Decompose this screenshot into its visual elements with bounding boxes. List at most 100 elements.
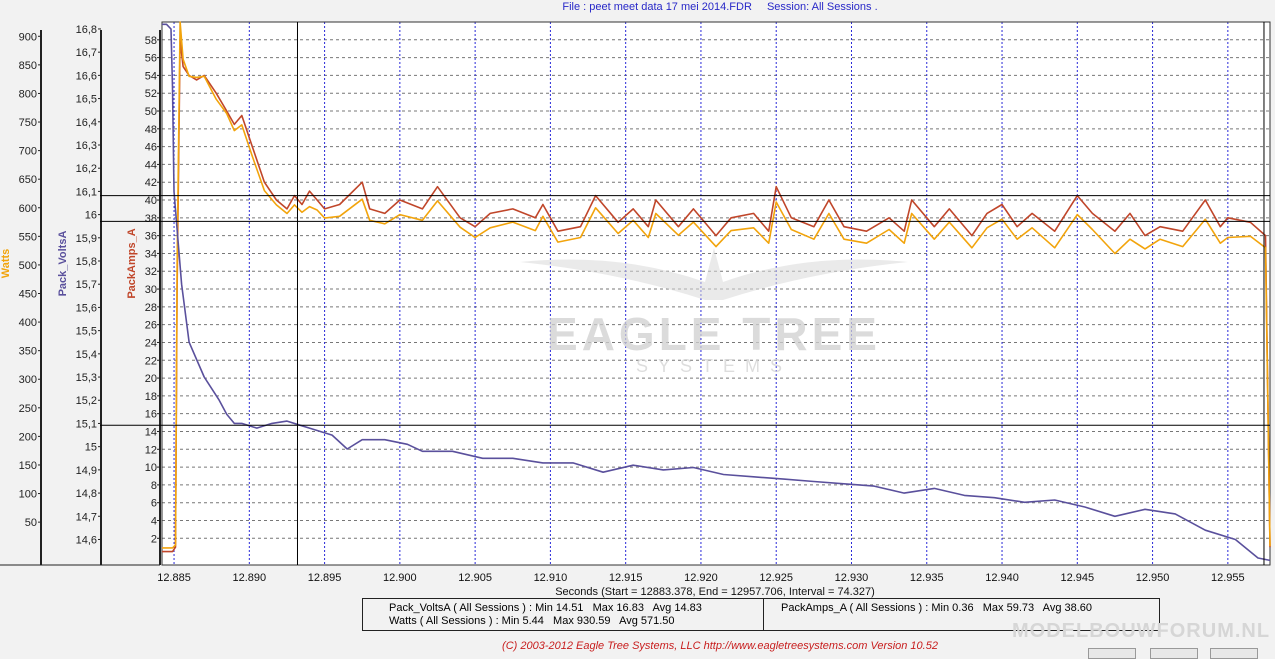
footer-button-left[interactable] <box>1088 648 1136 659</box>
volts-tick-label: 16,7 <box>76 47 97 59</box>
watts-tick-label: 700 <box>19 146 37 158</box>
x-tick-label: 12.940 <box>985 572 1019 584</box>
session-label: Session: All Sessions . <box>766 1 878 13</box>
volts-tick-label: 16,2 <box>76 163 97 175</box>
x-tick-label: 12.890 <box>232 572 266 584</box>
file-label: File : peet meet data 17 mei 2014.FDR <box>562 1 752 13</box>
watts-tick-label: 550 <box>19 231 37 243</box>
legend-watts-stats: Watts ( All Sessions ) : Min 5.44 Max 93… <box>389 615 675 627</box>
watts-tick-label: 800 <box>19 88 37 100</box>
volts-tick-label: 14,7 <box>76 511 97 523</box>
x-tick-label: 12.910 <box>534 572 568 584</box>
axes: 9008508007507006506005505004504003503002… <box>0 24 1245 598</box>
amps-tick-label: 44 <box>145 159 157 171</box>
amps-tick-label: 56 <box>145 53 157 65</box>
amps-axis-title: PackAmps_A <box>126 228 138 298</box>
volts-tick-label: 16,1 <box>76 186 97 198</box>
volts-tick-label: 14,8 <box>76 488 97 500</box>
chart-title: File : peet meet data 17 mei 2014.FDR Se… <box>0 1 1275 13</box>
volts-tick-label: 15,5 <box>76 326 97 338</box>
volts-tick-label: 16,8 <box>76 24 97 36</box>
amps-tick-label: 12 <box>145 444 157 456</box>
x-tick-label: 12.895 <box>308 572 342 584</box>
watts-tick-label: 400 <box>19 317 37 329</box>
amps-tick-label: 8 <box>151 480 157 492</box>
amps-tick-label: 38 <box>145 213 157 225</box>
x-tick-label: 12.930 <box>835 572 869 584</box>
amps-tick-label: 18 <box>145 391 157 403</box>
volts-tick-label: 14,6 <box>76 534 97 546</box>
x-tick-label: 12.900 <box>383 572 417 584</box>
series-lines <box>162 21 1271 562</box>
volts-tick-label: 16,6 <box>76 70 97 82</box>
amps-tick-label: 2 <box>151 533 157 545</box>
amps-tick-label: 10 <box>145 462 157 474</box>
footer-button-right[interactable] <box>1210 648 1258 659</box>
x-tick-label: 12.945 <box>1060 572 1094 584</box>
footer-button-mid[interactable] <box>1150 648 1198 659</box>
legend-divider <box>763 599 764 630</box>
watts-tick-label: 100 <box>19 489 37 501</box>
amps-tick-label: 58 <box>145 35 157 47</box>
amps-tick-label: 52 <box>145 88 157 100</box>
legend: Pack_VoltsA ( All Sessions ) : Min 14.51… <box>362 598 1160 631</box>
amps-tick-label: 6 <box>151 498 157 510</box>
watts-tick-label: 50 <box>25 517 37 529</box>
volts-tick-label: 15,1 <box>76 418 97 430</box>
watts-axis-title: Watts <box>0 249 12 279</box>
volts-tick-label: 15,6 <box>76 302 97 314</box>
volts-tick-label: 15,2 <box>76 395 97 407</box>
volts-tick-label: 15,3 <box>76 372 97 384</box>
watts-tick-label: 200 <box>19 431 37 443</box>
amps-tick-label: 20 <box>145 373 157 385</box>
amps-tick-label: 16 <box>145 409 157 421</box>
volts-axis-title: Pack_VoltsA <box>57 231 69 297</box>
x-tick-label: 12.920 <box>684 572 718 584</box>
volts-tick-label: 16 <box>85 210 97 222</box>
cursor-lines[interactable] <box>100 22 1270 565</box>
watermark-line2: SYSTEMS <box>636 356 792 376</box>
volts-tick-label: 15,4 <box>76 349 97 361</box>
volts-tick-label: 15,7 <box>76 279 97 291</box>
series-line-watts <box>162 21 1271 549</box>
amps-tick-label: 48 <box>145 124 157 136</box>
amps-tick-label: 28 <box>145 302 157 314</box>
watts-tick-label: 900 <box>19 31 37 43</box>
amps-tick-label: 30 <box>145 284 157 296</box>
amps-tick-label: 42 <box>145 177 157 189</box>
watts-tick-label: 150 <box>19 460 37 472</box>
copyright-footer: (C) 2003-2012 Eagle Tree Systems, LLC ht… <box>502 640 938 652</box>
watts-tick-label: 650 <box>19 174 37 186</box>
amps-tick-label: 50 <box>145 106 157 118</box>
amps-tick-label: 14 <box>145 426 157 438</box>
volts-tick-label: 15,9 <box>76 233 97 245</box>
amps-tick-label: 32 <box>145 266 157 278</box>
watermark-eagle-mark <box>520 248 908 300</box>
amps-tick-label: 26 <box>145 320 157 332</box>
volts-tick-label: 16,3 <box>76 140 97 152</box>
watermark-line1: EAGLE TREE <box>547 308 881 360</box>
watts-tick-label: 750 <box>19 117 37 129</box>
x-tick-label: 12.905 <box>458 572 492 584</box>
plot-border <box>161 21 1271 566</box>
series-line-volts <box>162 23 1271 562</box>
volts-tick-label: 14,9 <box>76 465 97 477</box>
volts-tick-label: 16,4 <box>76 117 97 129</box>
x-axis-title: Seconds (Start = 12883.378, End = 12957.… <box>555 586 875 598</box>
x-tick-label: 12.935 <box>910 572 944 584</box>
watts-tick-label: 300 <box>19 374 37 386</box>
x-tick-label: 12.950 <box>1136 572 1170 584</box>
site-watermark: MODELBOUWFORUM.NL <box>1012 620 1271 642</box>
x-tick-label: 12.955 <box>1211 572 1245 584</box>
watts-tick-label: 600 <box>19 203 37 215</box>
amps-tick-label: 54 <box>145 70 157 82</box>
watts-tick-label: 850 <box>19 60 37 72</box>
amps-tick-label: 46 <box>145 142 157 154</box>
series-line-amps <box>162 39 1271 553</box>
legend-volts-stats: Pack_VoltsA ( All Sessions ) : Min 14.51… <box>389 602 702 614</box>
x-tick-label: 12.885 <box>157 572 191 584</box>
amps-tick-label: 24 <box>145 337 157 349</box>
legend-amps-stats: PackAmps_A ( All Sessions ) : Min 0.36 M… <box>781 602 1093 614</box>
